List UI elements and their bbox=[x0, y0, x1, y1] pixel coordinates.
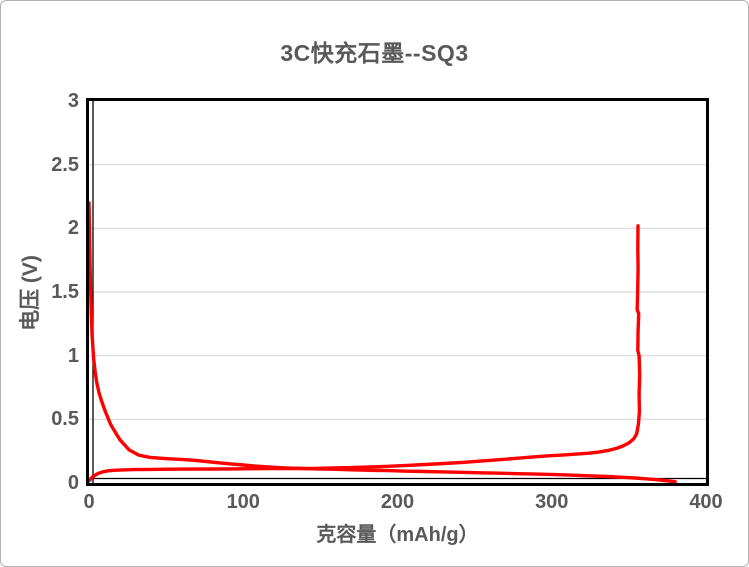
x-tick-label: 100 bbox=[226, 491, 260, 513]
y-tick-label: 2 bbox=[67, 217, 79, 240]
y-tick-label: 1 bbox=[67, 344, 79, 367]
plot-area bbox=[86, 98, 709, 486]
chart-title: 3C快充石墨--SQ3 bbox=[280, 40, 469, 66]
series-lines bbox=[89, 101, 706, 483]
y-tick-label: 2.5 bbox=[51, 153, 79, 176]
x-tick-label: 200 bbox=[380, 491, 415, 513]
series-path-discharge-lithiation bbox=[89, 201, 677, 483]
y-tick-label: 1.5 bbox=[51, 281, 79, 303]
series-path-charge-delithiation bbox=[89, 224, 642, 483]
x-tick-label: 400 bbox=[689, 491, 723, 513]
x-tick-label: 0 bbox=[83, 491, 95, 513]
y-tick-label: 0.5 bbox=[51, 408, 79, 431]
x-axis-title: 克容量（mAh/g） bbox=[316, 524, 479, 546]
y-tick-label: 0 bbox=[67, 472, 79, 494]
x-tick-label: 300 bbox=[535, 491, 569, 513]
y-tick-label: 3 bbox=[67, 90, 79, 112]
